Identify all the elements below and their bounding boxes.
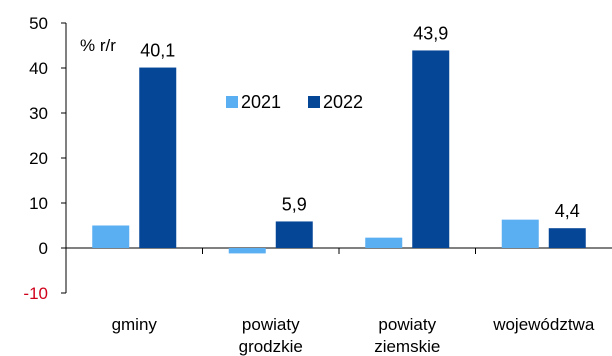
- data-label: 40,1: [140, 41, 175, 61]
- y-tick-label: 20: [29, 149, 48, 168]
- legend: 2021 2022: [226, 92, 363, 112]
- y-tick-label: 50: [29, 14, 48, 33]
- category-label: województwa: [492, 315, 595, 334]
- bar-2021: [501, 219, 539, 248]
- y-tick-label: -10: [23, 284, 48, 303]
- bar-2022: [139, 67, 177, 248]
- data-label: 4,4: [555, 201, 580, 221]
- data-label: 43,9: [413, 23, 448, 43]
- y-tick-label: 40: [29, 59, 48, 78]
- category-label: powiaty: [378, 315, 436, 334]
- x-axis: [66, 247, 612, 254]
- bar-2022: [412, 50, 450, 249]
- y-tick-label: 30: [29, 104, 48, 123]
- legend-label: 2021: [241, 92, 281, 112]
- data-label: 5,9: [282, 194, 307, 214]
- bar-2021: [365, 237, 403, 248]
- category-label: ziemskie: [374, 337, 440, 356]
- category-labels: gminy powiaty grodzkie powiaty ziemskie wojew…: [112, 315, 595, 356]
- bar-2021: [92, 225, 130, 248]
- bar-2021: [228, 248, 266, 254]
- y-axis: -10 0 10 20 30 40 50: [23, 14, 67, 303]
- category-label: powiaty: [242, 315, 300, 334]
- bar-2022: [275, 221, 313, 248]
- bars: [92, 50, 586, 254]
- category-label: grodzkie: [239, 337, 303, 356]
- unit-annotation: % r/r: [80, 36, 116, 55]
- y-tick-label: 0: [39, 239, 48, 258]
- y-tick-label: 10: [29, 194, 48, 213]
- bar-2022: [548, 228, 586, 248]
- legend-swatch-2022: [308, 96, 320, 108]
- category-label: gminy: [112, 315, 158, 334]
- legend-label: 2022: [323, 92, 363, 112]
- data-labels: 40,1 5,9 43,9 4,4: [140, 23, 580, 221]
- legend-swatch-2021: [226, 96, 238, 108]
